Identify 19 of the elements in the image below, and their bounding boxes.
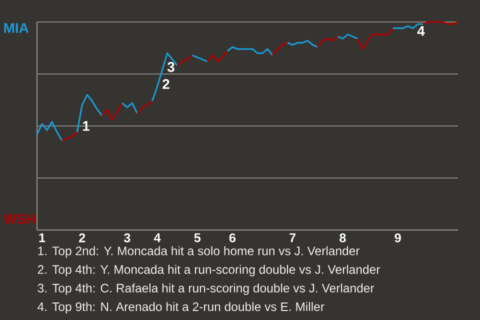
text: 4. Top 9th: N. Arenado hit a 2-run double vs E. Miller <box>38 302 324 314</box>
annotation: 4 <box>417 26 425 36</box>
x-tick-label: 6 <box>229 233 236 242</box>
annotation: 1 <box>82 121 90 131</box>
annotation: 3 <box>167 62 174 72</box>
x-tick-label: 1 <box>39 233 46 242</box>
text: MIA <box>4 23 29 33</box>
x-tick-label: 4 <box>154 233 161 242</box>
x-tick-label: 3 <box>124 233 130 242</box>
x-tick-label: 2 <box>79 233 86 242</box>
x-tick-label: 7 <box>290 233 296 242</box>
annotation: 2 <box>162 79 170 89</box>
x-tick-label: 5 <box>194 233 201 242</box>
text: 3. Top 4th: C. Rafaela hit a run-scoring double vs J. Verlander <box>38 283 374 295</box>
x-tick-label: 9 <box>394 233 401 242</box>
text: 2. Top 4th: Y. Moncada hit a run-scoring double vs J. Verlander <box>38 264 380 276</box>
text: 1. Top 2nd: Y. Moncada hit a solo home run vs J. Verlander <box>38 246 360 258</box>
text: WSH <box>3 214 35 224</box>
x-tick-label: 8 <box>340 233 346 242</box>
